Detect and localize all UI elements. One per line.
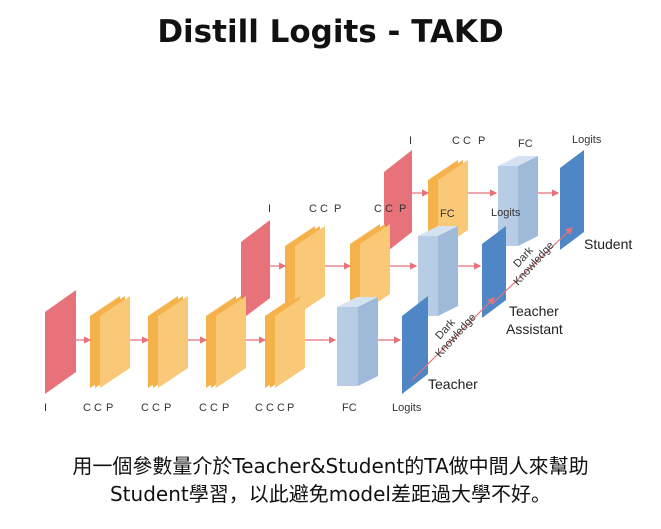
teacher-p3-label: P — [222, 402, 229, 414]
teacher-logits-block — [402, 296, 428, 394]
teacher-name: Teacher — [428, 376, 478, 392]
assistant-network: I C C P C C P FC Logits Teacher Assistan… — [241, 203, 563, 337]
assistant-conv-block-2 — [350, 224, 390, 314]
teacher-fc-label: FC — [342, 402, 357, 414]
student-network: I C C P FC Logits Student — [384, 134, 632, 254]
student-input-block — [384, 150, 412, 254]
assistant-p2-label: P — [399, 203, 406, 215]
teacher-c3-label: C C — [199, 402, 218, 414]
teacher-conv-block-1 — [90, 296, 130, 388]
teacher-input-block — [45, 290, 76, 394]
teacher-p1-label: P — [106, 402, 113, 414]
assistant-fc-label: FC — [440, 208, 455, 220]
teacher-network: I C C P C C P C C P C C C P FC Logits Te… — [44, 290, 478, 414]
assistant-c2-label: C C — [374, 203, 393, 215]
teacher-conv-block-2 — [148, 296, 188, 388]
teacher-input-label: I — [44, 402, 47, 414]
caption: 用一個參數量介於Teacher&Student的TA做中間人來幫助 Studen… — [0, 452, 661, 508]
student-logits-label: Logits — [572, 134, 602, 146]
teacher-c1-label: C C — [83, 402, 102, 414]
assistant-conv-block-1 — [285, 226, 325, 316]
teacher-p2-label: P — [164, 402, 171, 414]
student-input-label: I — [409, 135, 412, 147]
assistant-logits-block — [482, 226, 506, 318]
student-c-label: C C — [452, 135, 471, 147]
slide-title: Distill Logits - TAKD — [157, 14, 504, 50]
student-fc-block — [498, 156, 538, 246]
assistant-c-label: C C — [309, 203, 328, 215]
student-p-label: P — [478, 135, 485, 147]
student-fc-label: FC — [518, 138, 533, 150]
student-logits-block — [560, 150, 584, 250]
teacher-c2-label: C C — [141, 402, 160, 414]
teacher-fc-block — [337, 297, 378, 386]
student-name: Student — [584, 236, 632, 252]
assistant-logits-label: Logits — [491, 207, 521, 219]
teacher-logits-label: Logits — [392, 402, 422, 414]
assistant-name-line1: Teacher — [509, 303, 559, 319]
takd-diagram: I C C P FC Logits Student I C C P — [44, 134, 632, 414]
caption-line-1: 用一個參數量介於Teacher&Student的TA做中間人來幫助 — [72, 454, 589, 478]
teacher-conv-block-3 — [206, 296, 246, 388]
teacher-p4-label: P — [287, 402, 294, 414]
assistant-name-line2: Assistant — [506, 321, 563, 337]
assistant-fc-block — [418, 226, 458, 316]
assistant-input-label: I — [268, 203, 271, 215]
caption-line-2: Student學習，以此避免model差距過大學不好。 — [109, 482, 551, 506]
assistant-input-block — [241, 220, 270, 320]
teacher-conv-block-4 — [265, 296, 305, 388]
assistant-p-label: P — [334, 203, 341, 215]
teacher-c4-label: C C C — [255, 402, 285, 414]
